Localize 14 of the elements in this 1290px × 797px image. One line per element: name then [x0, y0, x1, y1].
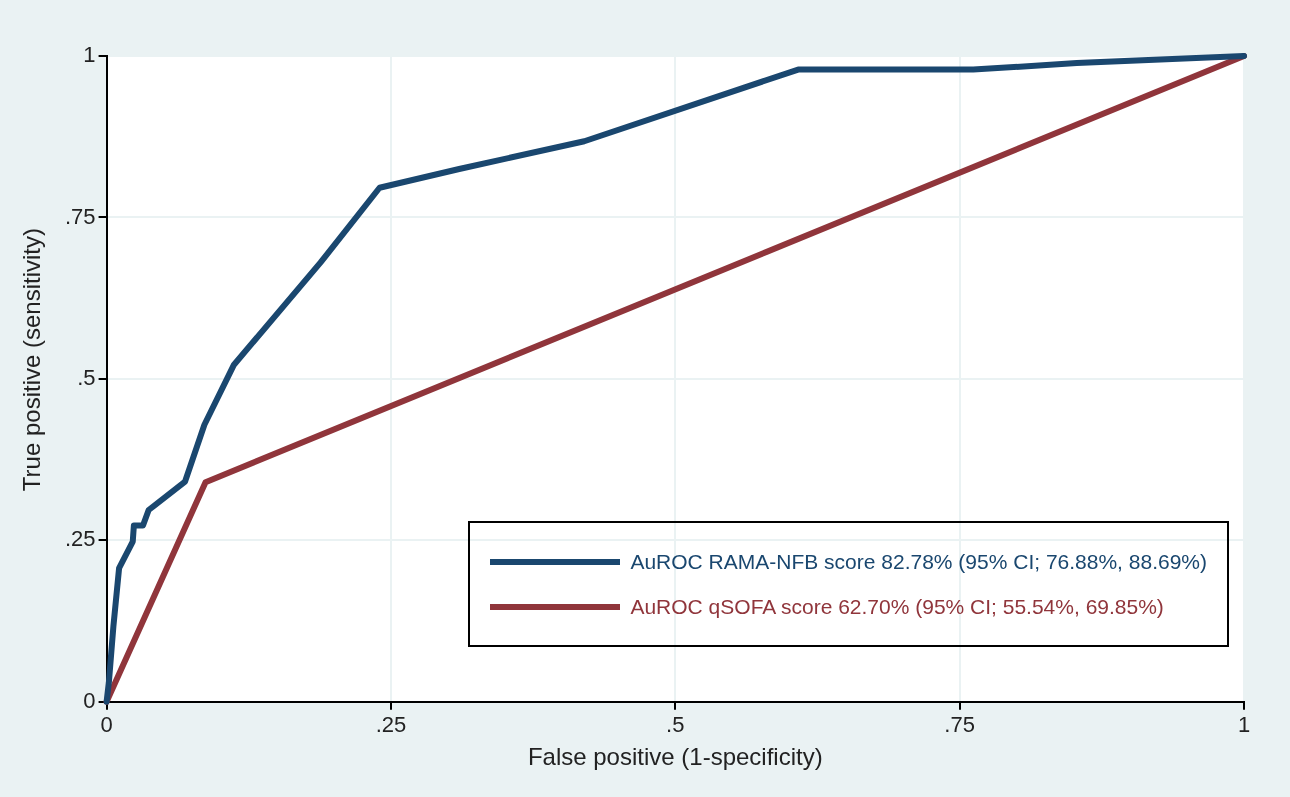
- y-tick-label: 0: [83, 687, 96, 713]
- x-tick-label: .75: [944, 712, 975, 738]
- y-tick-label: .5: [77, 364, 96, 390]
- y-tick-label: .25: [64, 526, 96, 552]
- y-axis-title: True positive (sensitivity): [18, 228, 46, 492]
- text: AuROC qSOFA score 62.70% (95% CI; 55.54%, 69.85%): [630, 594, 1164, 619]
- y-tick-label: .75: [64, 203, 96, 229]
- x-tick-label: 0: [100, 712, 113, 738]
- y-tick-label: 1: [83, 42, 96, 68]
- x-tick-label: 1: [1237, 712, 1251, 738]
- text: AuROC RAMA-NFB score 82.78% (95% CI; 76.88%, 88.69%): [630, 549, 1207, 574]
- x-axis-title: False positive (1-specificity): [527, 743, 823, 771]
- x-tick-label: .5: [666, 712, 685, 738]
- x-tick-label: .25: [375, 712, 407, 738]
